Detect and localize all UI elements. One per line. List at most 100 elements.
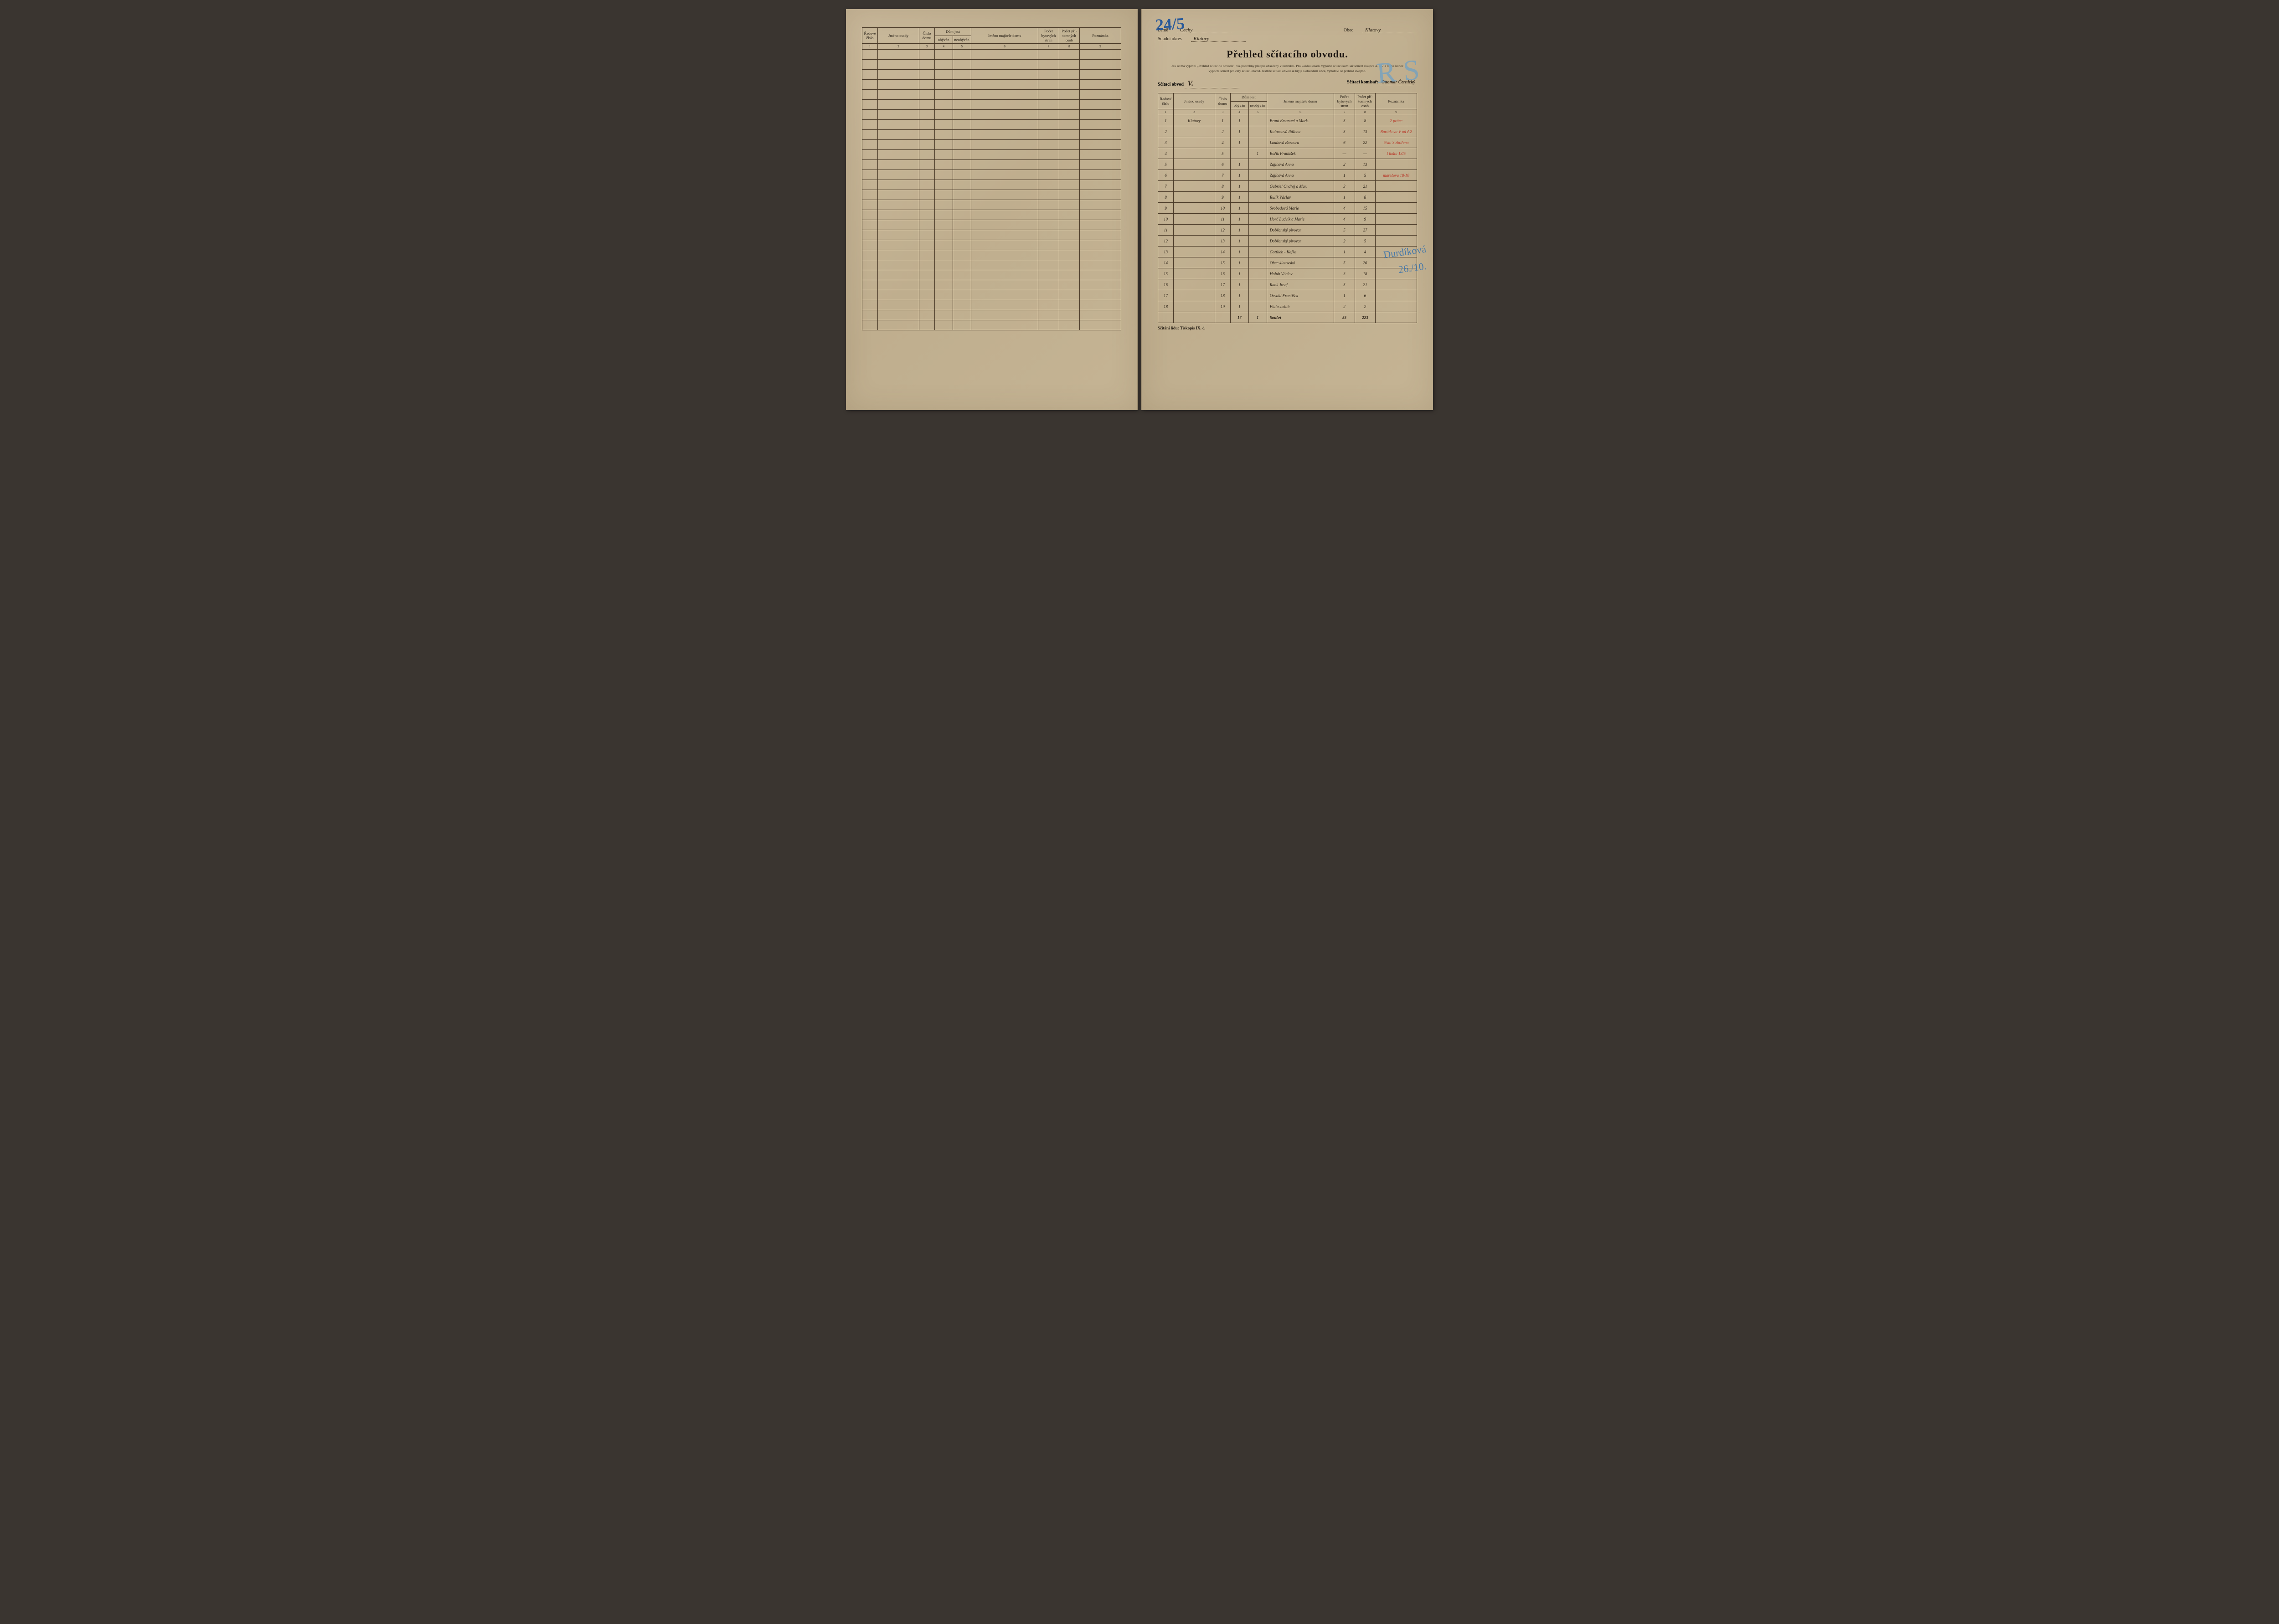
empty-cell xyxy=(934,290,953,300)
empty-cell xyxy=(953,270,971,280)
col-dum-jest: Dům jest xyxy=(1230,93,1267,102)
cell-osob: 8 xyxy=(1355,115,1375,126)
empty-cell xyxy=(971,160,1038,170)
empty-cell xyxy=(878,100,919,110)
colnum: 1 xyxy=(862,44,878,50)
cell-dum: 17 xyxy=(1215,279,1230,290)
empty-cell xyxy=(878,210,919,220)
cell-obyv: 1 xyxy=(1230,137,1248,148)
empty-cell xyxy=(953,240,971,250)
col-osada: Jméno osady xyxy=(1174,93,1215,109)
cell-pozn xyxy=(1376,279,1417,290)
empty-cell xyxy=(1059,120,1079,130)
empty-cell xyxy=(1038,310,1059,320)
empty-cell xyxy=(934,160,953,170)
empty-cell xyxy=(1038,320,1059,330)
empty-cell xyxy=(1080,170,1121,180)
empty-cell xyxy=(953,140,971,150)
empty-cell xyxy=(1038,180,1059,190)
cell-neobyv xyxy=(1248,181,1267,192)
cell-neobyv xyxy=(1248,203,1267,214)
col-neobyvan: neobýván xyxy=(953,36,971,44)
empty-cell xyxy=(1080,270,1121,280)
table-row xyxy=(862,110,1121,120)
colnum: 8 xyxy=(1059,44,1079,50)
cell-neobyv xyxy=(1248,170,1267,181)
komisar-value: Ottomar Černický xyxy=(1380,80,1417,85)
cell-dum: 8 xyxy=(1215,181,1230,192)
empty-cell xyxy=(878,70,919,80)
cell-osada xyxy=(1174,192,1215,203)
empty-cell xyxy=(1059,230,1079,240)
empty-cell xyxy=(934,60,953,70)
col-cislo-domu: Číslo domu xyxy=(1215,93,1230,109)
empty-cell xyxy=(862,150,878,160)
table-row: 9101Svobodová Marie415 xyxy=(1158,203,1417,214)
cell-rad: 3 xyxy=(1158,137,1174,148)
table-row xyxy=(862,170,1121,180)
cell-byt: 5 xyxy=(1334,126,1355,137)
empty-cell xyxy=(862,270,878,280)
table-row xyxy=(862,240,1121,250)
cell-byt: — xyxy=(1334,148,1355,159)
empty-cell xyxy=(862,60,878,70)
cell-osada xyxy=(1174,181,1215,192)
empty-cell xyxy=(862,280,878,290)
empty-cell xyxy=(971,60,1038,70)
empty-cell xyxy=(971,170,1038,180)
cell-osob: 13 xyxy=(1355,126,1375,137)
empty-cell xyxy=(1059,100,1079,110)
cell-osob: 2 xyxy=(1355,301,1375,312)
cell-obyv: 1 xyxy=(1230,203,1248,214)
obec-value: Klatovy xyxy=(1362,27,1417,33)
colnum: 7 xyxy=(1334,109,1355,115)
empty-cell xyxy=(878,160,919,170)
table-row xyxy=(862,270,1121,280)
empty-cell xyxy=(953,70,971,80)
cell-neobyv xyxy=(1248,236,1267,247)
empty-cell xyxy=(1059,130,1079,140)
empty-cell xyxy=(919,140,934,150)
empty-cell xyxy=(934,110,953,120)
cell-owner: Bořík František xyxy=(1267,148,1334,159)
col-osob: Počet pří-tomných osob xyxy=(1355,93,1375,109)
table-row xyxy=(862,100,1121,110)
cell-pozn: Bartákova V od č.2 xyxy=(1376,126,1417,137)
empty-cell xyxy=(971,80,1038,90)
cell-osob: 4 xyxy=(1355,247,1375,257)
table-row xyxy=(862,300,1121,310)
empty-cell xyxy=(1080,260,1121,270)
empty-cell xyxy=(971,320,1038,330)
colnum: 2 xyxy=(1174,109,1215,115)
empty-cell xyxy=(862,90,878,100)
empty-cell xyxy=(862,260,878,270)
cell-osada xyxy=(1174,203,1215,214)
empty-cell xyxy=(1038,140,1059,150)
empty-cell xyxy=(934,220,953,230)
cell-osob: 18 xyxy=(1355,268,1375,279)
empty-cell xyxy=(1080,130,1121,140)
empty-cell xyxy=(971,50,1038,60)
empty-cell xyxy=(1080,310,1121,320)
empty-cell xyxy=(919,80,934,90)
empty-cell xyxy=(919,150,934,160)
empty-cell xyxy=(1059,170,1079,180)
empty-cell xyxy=(971,260,1038,270)
empty-cell xyxy=(971,230,1038,240)
empty-cell xyxy=(1059,60,1079,70)
empty-cell xyxy=(1038,110,1059,120)
empty-cell xyxy=(862,80,878,90)
cell-owner: Rank Josef xyxy=(1267,279,1334,290)
empty-cell xyxy=(1080,210,1121,220)
empty-cell xyxy=(1080,220,1121,230)
cell-dum: 11 xyxy=(1215,214,1230,225)
empty-cell xyxy=(971,310,1038,320)
col-osob: Počet pří-tomných osob xyxy=(1059,28,1079,44)
empty-cell xyxy=(1080,230,1121,240)
cell-osob: 21 xyxy=(1355,279,1375,290)
table-row: 16171Rank Josef521 xyxy=(1158,279,1417,290)
cell-owner: Holub Václav xyxy=(1267,268,1334,279)
table-row xyxy=(862,60,1121,70)
cell-dum: 12 xyxy=(1215,225,1230,236)
empty-cell xyxy=(1059,220,1079,230)
